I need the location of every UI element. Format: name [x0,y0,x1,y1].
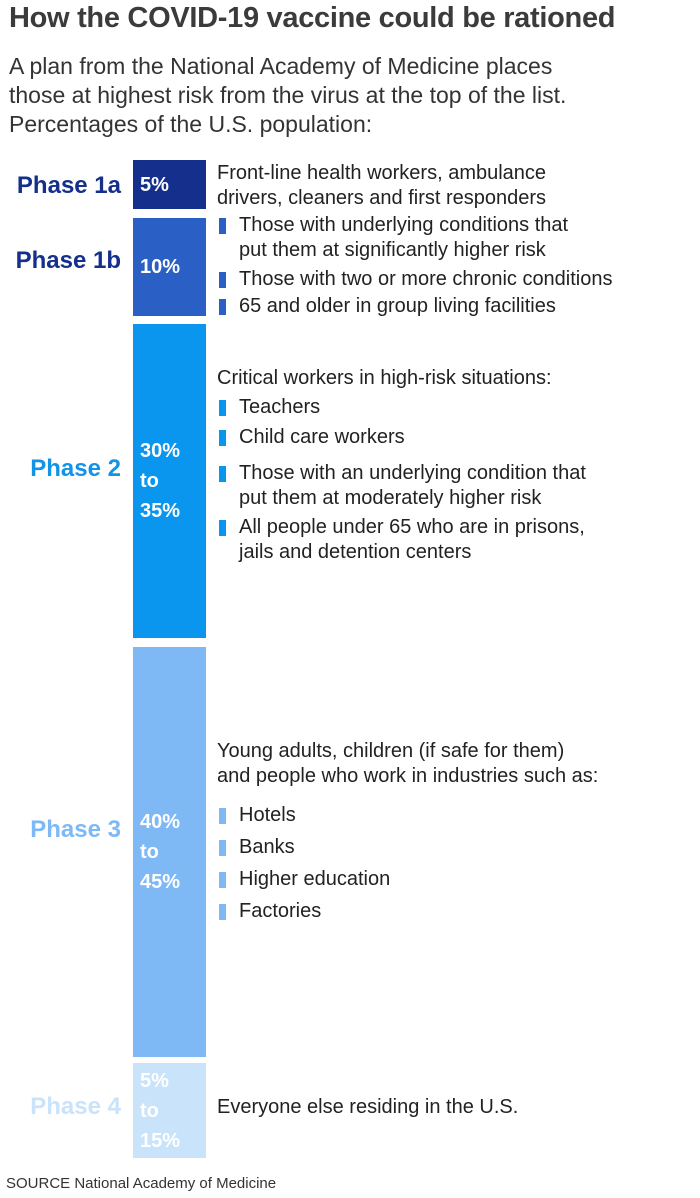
phase-1b-bar: 10% [133,218,206,316]
phase-1b-list-item: Those with two or more chronic condition… [217,267,697,292]
bullet-marker-icon [219,872,226,888]
phase-3-list-item: Higher education [217,867,697,892]
list-item-line: All people under 65 who are in prisons, [239,516,585,538]
phase-4-share-text: 5% [140,1069,169,1092]
list-item-line: Child care workers [239,426,405,448]
phase-1a-label: Phase 1a [16,172,121,199]
bullet-marker-icon [219,466,226,482]
phase-3-description-line: and people who work in industries such a… [217,765,599,787]
phase-2-list-item: All people under 65 who are in prisons, j… [217,515,697,565]
phase-1a-share-text: 5% [140,173,169,196]
bullet-marker-icon [219,400,226,416]
phase-1a-description-line: drivers, cleaners and first responders [217,187,547,209]
phase-3-share-text: 40% [140,811,181,833]
bullet-marker-icon [219,272,226,288]
phase-1b-list-item: Those with underlying conditions that put… [217,213,697,263]
list-item-line: Teachers [239,396,321,418]
phase-2-list-item: Teachers [217,395,697,420]
phase-3-bar: 40% to 45% [133,647,206,1057]
phase-2-label: Phase 2 [30,455,121,482]
bullet-marker-icon [219,218,226,234]
bullet-marker-icon [219,430,226,446]
phase-4-description-line: Everyone else residing in the U.S. [217,1096,519,1118]
list-item-line: Those with two or more chronic condition… [239,268,613,290]
phase-2-share-text: 35% [140,500,181,522]
phase-2-bar: 30% to 35% [133,324,206,638]
phase-2-share-text: 30% [140,440,181,462]
phase-1a-bar: 5% [133,160,206,209]
list-item-line: put them at significantly higher risk [239,239,546,261]
list-item-line: Those with underlying conditions that [239,214,569,236]
phase-3-list-item-text: Factories [217,899,697,924]
list-item-line: Higher education [239,868,391,890]
list-item-line: 65 and older in group living facilities [239,295,556,317]
phase-2-list-item: Those with an underlying condition that p… [217,461,697,511]
phase-3-list-item-text: Hotels [217,803,697,828]
bullet-marker-icon [219,520,226,536]
list-item-line: Banks [239,836,295,858]
phase-3-list-item-text: Banks [217,835,697,860]
phase-3-list-item: Banks [217,835,697,860]
phase-3-list-item: Hotels [217,803,697,828]
phase-2-description: Critical workers in high-risk situations… [217,366,697,391]
bullet-marker-icon [219,904,226,920]
list-item-line: Those with an underlying condition that [239,462,586,484]
phase-2-list-item-text: All people under 65 who are in prisons, j… [217,515,697,565]
phase-3-description-line: Young adults, children (if safe for them… [217,740,565,762]
list-item-line: put them at moderately higher risk [239,487,542,509]
phase-3-share-text: 45% [140,871,181,893]
subtitle-line: those at highest risk from the virus at … [9,82,567,108]
bullet-marker-icon [219,808,226,824]
phase-4-description: Everyone else residing in the U.S. [217,1095,697,1120]
phase-3-description: Young adults, children (if safe for them… [217,739,697,789]
phase-1b-label: Phase 1b [15,247,121,274]
source-note: SOURCE National Academy of Medicine [6,1175,277,1192]
phase-4-label: Phase 4 [30,1093,121,1120]
phase-3-list-item-text: Higher education [217,867,697,892]
phase-3-share-text: to [140,841,159,863]
phase-2-share-text: to [140,470,159,492]
phase-1b-list-item: 65 and older in group living facilities [217,294,697,319]
phase-1b-list-item-text: 65 and older in group living facilities [217,294,697,319]
subtitle-line: Percentages of the U.S. population: [9,111,373,137]
phase-2-list-item-text: Child care workers [217,425,697,450]
list-item-line: Hotels [239,804,296,826]
phase-3-list-item: Factories [217,899,697,924]
phase-1b-list-item-text: Those with underlying conditions that put… [217,213,697,263]
phase-1b-list-item-text: Those with two or more chronic condition… [217,267,697,292]
chart-subtitle: A plan from the National Academy of Medi… [9,52,689,139]
phase-4-share-text: to [140,1099,159,1122]
phase-2-description-line: Critical workers in high-risk situations… [217,367,552,389]
bullet-marker-icon [219,299,226,315]
chart-title: How the COVID-19 vaccine could be ration… [9,2,616,34]
phase-1a-description-line: Front-line health workers, ambulance [217,162,547,184]
list-item-line: Factories [239,900,322,922]
phase-1b-share-text: 10% [140,256,181,278]
phase-2-list-item-text: Teachers [217,395,697,420]
phase-1a-description: Front-line health workers, ambulance driv… [217,161,697,211]
phase-4-bar: 5% to 15% [133,1063,206,1158]
list-item-line: jails and detention centers [239,541,472,563]
phase-2-list-item-text: Those with an underlying condition that p… [217,461,697,511]
phase-4-share-text: 15% [140,1129,181,1152]
phase-3-label: Phase 3 [30,816,121,843]
bullet-marker-icon [219,840,226,856]
phase-2-list-item: Child care workers [217,425,697,450]
subtitle-line: A plan from the National Academy of Medi… [9,53,553,79]
